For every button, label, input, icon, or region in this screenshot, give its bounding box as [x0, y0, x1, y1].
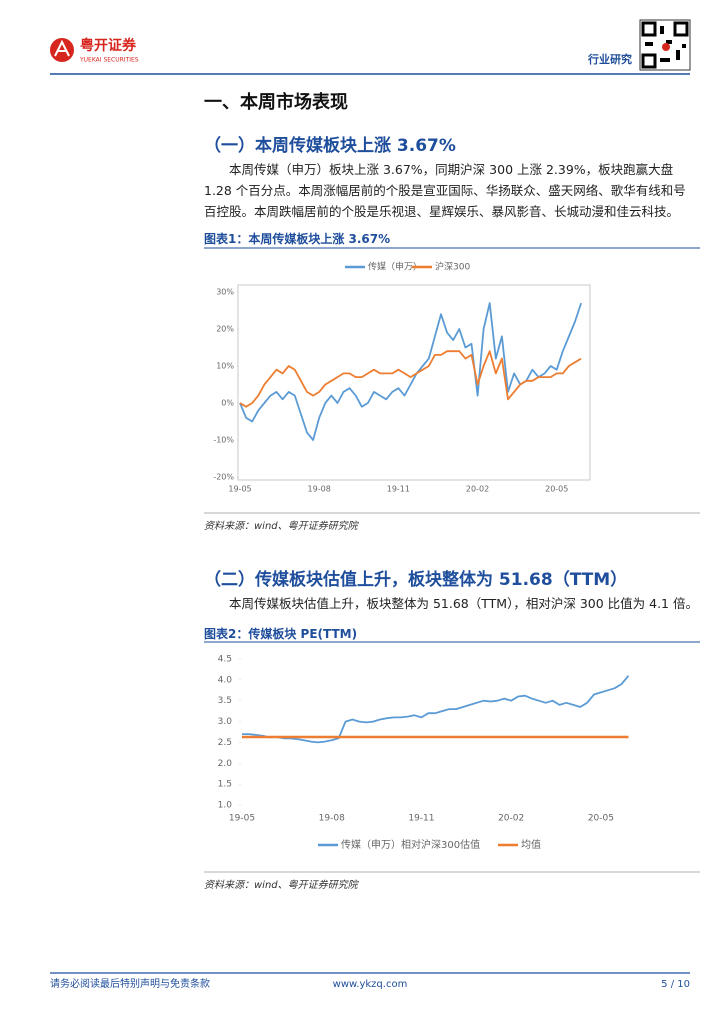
- plot-frame: [237, 284, 591, 481]
- figure-source: 资料来源：wind、粤开证券研究院: [204, 880, 358, 891]
- legend-label: 传媒（申万）: [368, 261, 422, 273]
- page-number: 5 / 10: [661, 979, 690, 990]
- y-tick-label: 30%: [216, 288, 234, 297]
- y-tick-label: 3.5: [218, 696, 232, 706]
- section-title: 一、本周市场表现: [204, 92, 348, 113]
- brand: 粤开证券: [80, 37, 137, 54]
- subsection-title: （二）传媒板块估值上升，板块整体为 51.68（TTM）: [204, 570, 628, 590]
- y-tick-label: -10%: [213, 436, 234, 445]
- figure-caption: 图表1：本周传媒板块上涨 3.67%: [204, 232, 391, 246]
- website: www.ykzq.com: [333, 979, 408, 990]
- brand-en: YUEKAI SECURITIES: [79, 57, 139, 64]
- y-tick-label: 1.0: [218, 801, 233, 811]
- subsection-title: （一）本周传媒板块上涨 3.67%: [204, 136, 456, 156]
- x-tick-label: 19-05: [229, 814, 255, 824]
- paragraph: 本周传媒（申万）板块上涨 3.67%，同期沪深 300 上涨 2.39%，板块跑…: [204, 162, 686, 219]
- figure-caption: 图表2：传媒板块 PE(TTM): [204, 627, 358, 641]
- series-line: [242, 675, 630, 744]
- x-tick-label: 20-02: [466, 485, 489, 494]
- x-tick-label: 20-05: [545, 485, 568, 494]
- y-tick-label: 2.5: [218, 738, 232, 748]
- x-tick-label: 19-05: [228, 485, 251, 494]
- report-tag: 行业研究: [587, 52, 632, 66]
- legend-label: 均值: [521, 838, 541, 851]
- x-tick-label: 19-11: [408, 814, 434, 824]
- y-tick-label: -20%: [213, 473, 234, 482]
- y-tick-label: 4.0: [218, 675, 233, 685]
- x-tick-label: 19-08: [319, 814, 345, 824]
- legend-label: 传媒（申万）相对沪深300估值: [341, 838, 480, 851]
- series-line: [239, 350, 582, 408]
- logo-glyph: [54, 39, 70, 57]
- series-line: [239, 302, 582, 441]
- x-tick-label: 20-05: [588, 814, 614, 824]
- y-tick-label: 1.5: [218, 780, 232, 790]
- disclaimer: 请务必阅读最后特别声明与免责条款: [50, 977, 210, 990]
- y-tick-label: 3.0: [218, 717, 233, 727]
- y-tick-label: 4.5: [218, 655, 232, 665]
- paragraph: 本周传媒板块估值上升，板块整体为 51.68（TTM），相对沪深 300 比值为…: [229, 596, 698, 611]
- y-tick-label: 2.0: [218, 759, 233, 769]
- y-tick-label: 0%: [221, 399, 234, 408]
- y-tick-label: 10%: [216, 362, 234, 371]
- x-tick-label: 19-08: [308, 485, 331, 494]
- figure-source: 资料来源：wind、粤开证券研究院: [204, 521, 358, 532]
- qr-code: [639, 19, 691, 71]
- x-tick-label: 19-11: [387, 485, 410, 494]
- x-tick-label: 20-02: [498, 814, 524, 824]
- legend-label: 沪深300: [435, 261, 470, 273]
- y-tick-label: 20%: [216, 325, 234, 334]
